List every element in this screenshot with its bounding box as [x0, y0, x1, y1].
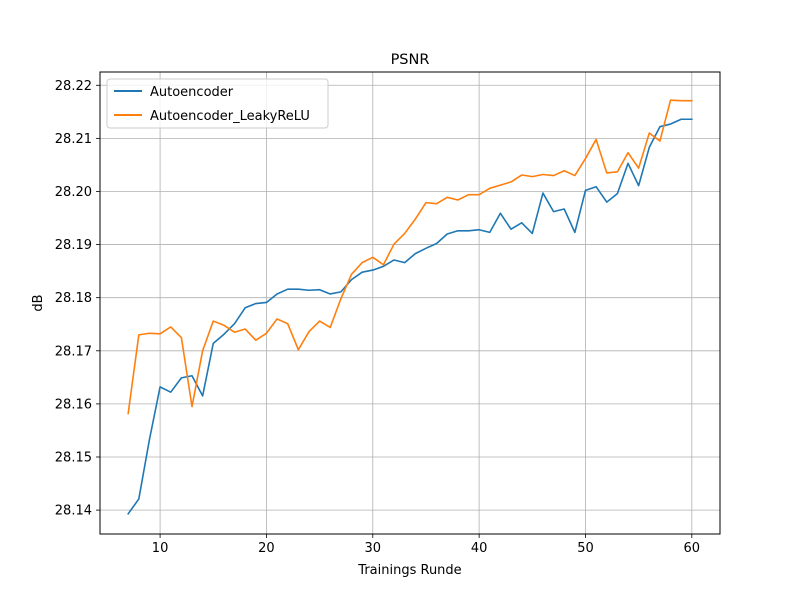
y-tick-label: 28.19 [55, 238, 92, 253]
y-tick-label: 28.14 [55, 504, 92, 519]
y-axis-label: dB [31, 294, 46, 311]
series-line-0 [127, 118, 693, 515]
series-line-1 [127, 99, 693, 415]
x-tick-label: 20 [258, 541, 275, 556]
y-tick-label: 28.15 [55, 451, 92, 466]
x-tick-label: 10 [152, 541, 169, 556]
y-tick-label: 28.20 [55, 185, 92, 200]
legend-label-autoencoder: Autoencoder [150, 85, 234, 100]
x-tick-label: 60 [684, 541, 701, 556]
series-group [127, 99, 693, 515]
y-tick-label: 28.21 [55, 132, 92, 147]
plot-frame [99, 71, 721, 535]
y-axis: 28.14 28.15 28.16 28.17 28.18 28.19 28.20 28.21… [55, 79, 100, 519]
legend-box [106, 78, 329, 129]
x-tick-label: 30 [365, 541, 382, 556]
y-tick-label: 28.22 [55, 79, 92, 94]
x-tick-label: 40 [471, 541, 488, 556]
legend: Autoencoder Autoencoder_LeakyReLU [106, 78, 329, 129]
chart-title: PSNR [391, 52, 430, 68]
grid [100, 72, 720, 534]
y-tick-label: 28.16 [55, 397, 92, 412]
x-tick-label: 50 [577, 541, 594, 556]
legend-label-autoencoder-leakyrelu: Autoencoder_LeakyReLU [150, 109, 310, 124]
x-axis-label: Trainings Runde [357, 563, 461, 578]
x-axis: 10 20 30 40 50 60 [152, 534, 700, 556]
y-tick-label: 28.17 [55, 344, 92, 359]
y-tick-label: 28.18 [55, 291, 92, 306]
